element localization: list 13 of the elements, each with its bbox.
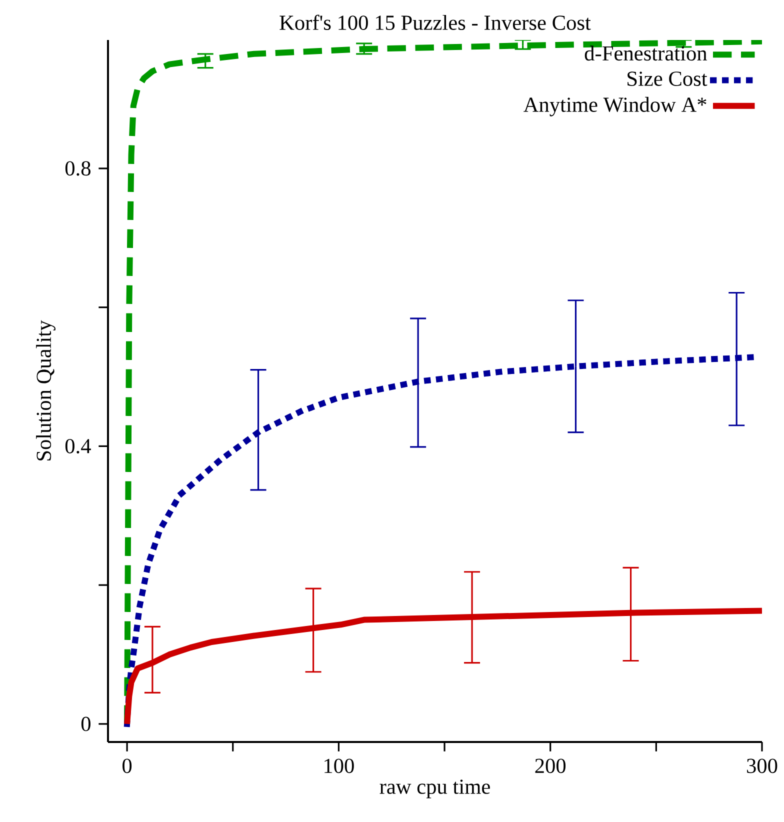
chart-title: Korf's 100 15 Puzzles - Inverse Cost: [280, 14, 591, 30]
legend-label: d-Fenestration: [584, 46, 708, 61]
legend-label: Anytime Window A*: [524, 96, 706, 116]
y-tick-label: 0.8: [65, 161, 90, 176]
x-axis-title: raw cpu time: [380, 780, 490, 798]
y-tick-label: 0: [81, 716, 90, 732]
legend-label: Size Cost: [628, 72, 708, 86]
x-tick-label: 100: [324, 758, 354, 774]
x-tick-label: 300: [747, 758, 778, 774]
x-tick-label: 200: [535, 758, 566, 774]
x-tick-label: 0: [122, 758, 132, 774]
y-tick-label: 0.4: [65, 438, 91, 454]
y-axis-title: Solution Quality: [36, 320, 56, 460]
